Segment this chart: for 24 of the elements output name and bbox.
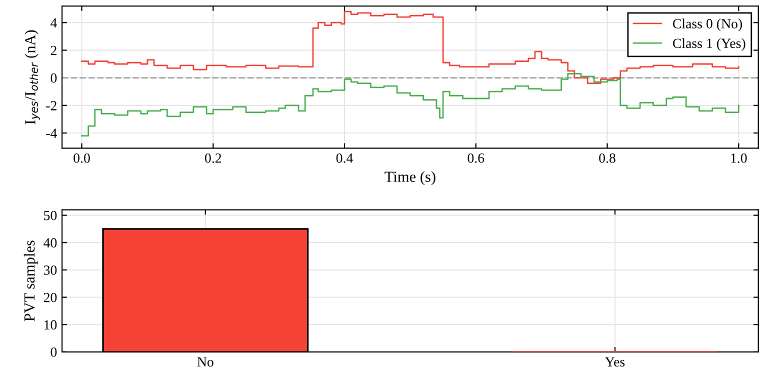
x-tick-label: 0.4 xyxy=(336,153,353,163)
y-axis-title: I$_{yes}$/I$_{other}$ (nA) xyxy=(24,30,40,124)
y-tick-label: 2 xyxy=(50,46,56,56)
y-tick-label: 0 xyxy=(50,73,57,83)
y-tick-label: -2 xyxy=(46,101,56,110)
y-tick-label: -4 xyxy=(46,128,57,138)
y-tick-label: 20 xyxy=(44,292,57,302)
y-tick-label: 4 xyxy=(50,18,57,28)
x-tick-label: 1.0 xyxy=(731,153,747,163)
legend-label: Class 1 (Yes) xyxy=(672,38,746,51)
y-tick-label: 10 xyxy=(44,320,57,330)
y-tick-label: 0 xyxy=(50,348,57,357)
y-tick-label: 50 xyxy=(44,210,57,220)
x-tick-label: Yes xyxy=(605,357,625,367)
x-axis-title: Time (s) xyxy=(384,171,436,186)
x-tick-label: 0.6 xyxy=(468,153,484,163)
y-tick-label: 30 xyxy=(44,266,57,275)
x-tick-label: No xyxy=(197,357,214,367)
x-tick-label: 0.2 xyxy=(204,153,222,163)
legend-label: Class 0 (No) xyxy=(672,18,742,32)
y-axis-title: PVT samples xyxy=(24,240,38,322)
y-tick-label: 40 xyxy=(44,238,57,248)
x-tick-label: 0.8 xyxy=(599,153,616,163)
x-tick-label: 0.0 xyxy=(74,153,90,163)
